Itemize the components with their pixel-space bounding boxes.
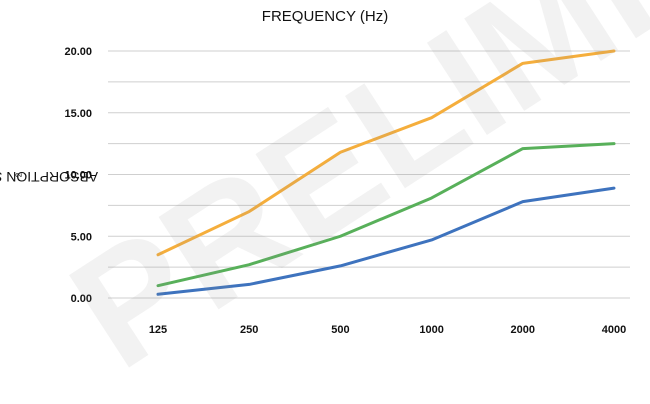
x-tick-label: 2000 — [511, 324, 535, 336]
series-line-1 — [156, 49, 616, 257]
x-tick-label: 4000 — [602, 324, 626, 336]
chart-title: FREQUENCY (Hz) — [261, 8, 389, 25]
series-line-2 — [156, 142, 616, 288]
y-axis-label-text: ABSORPTION SABINS FT — [0, 169, 99, 186]
y-tick-label: 20.00 — [64, 46, 92, 58]
y-tick-label: 10.00 — [64, 170, 92, 182]
series-line-3 — [156, 186, 616, 296]
y-tick-label: 5.00 — [71, 231, 92, 243]
y-tick-label: 0.00 — [71, 293, 92, 305]
line-chart: 0.00 5.00 10.00 15.00 20.00 125 250 500 1000 2000… — [64, 46, 630, 336]
x-tick-label: 250 — [240, 324, 258, 336]
x-tick-label: 500 — [331, 324, 349, 336]
x-tick-label: 125 — [149, 324, 167, 336]
y-tick-label: 15.00 — [64, 108, 92, 120]
x-tick-label: 1000 — [419, 324, 443, 336]
